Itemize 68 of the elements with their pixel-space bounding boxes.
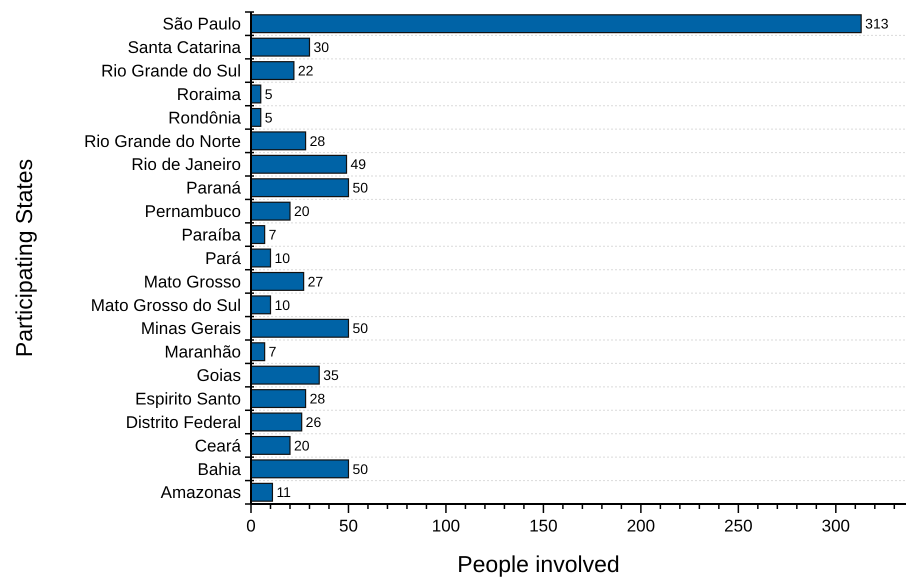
x-tick-label: 150 — [529, 516, 558, 536]
data-label: 27 — [308, 273, 324, 290]
x-tick-label: 100 — [432, 516, 460, 536]
data-label: 7 — [268, 344, 277, 360]
y-tick-label: São Paulo — [162, 14, 241, 34]
bar — [250, 154, 348, 174]
bar — [250, 436, 291, 455]
bar — [250, 178, 350, 198]
bar — [250, 202, 291, 221]
data-label: 10 — [274, 296, 290, 313]
y-tick-label: Santa Catarina — [128, 38, 242, 58]
x-tick-label: 50 — [339, 516, 358, 536]
bar — [250, 131, 306, 150]
data-label: 35 — [323, 367, 340, 384]
y-tick-label: Ceará — [194, 436, 242, 456]
x-tick-label: 0 — [246, 516, 256, 536]
data-label: 10 — [274, 250, 290, 266]
y-tick-label: Goias — [196, 366, 241, 386]
data-label: 22 — [298, 62, 314, 78]
bar — [250, 295, 272, 314]
y-tick-label: Rio Grande do Norte — [84, 132, 241, 151]
y-tick-label: Mato Grosso do Sul — [90, 296, 241, 315]
data-label: 26 — [306, 414, 322, 430]
x-tick-label: 250 — [724, 516, 753, 536]
y-tick-label: Amazonas — [160, 483, 241, 502]
x-tick-label: 300 — [822, 516, 850, 536]
bar — [250, 38, 310, 57]
y-tick-label: Bahia — [198, 460, 242, 479]
y-tick-label: Rio de Janeiro — [131, 155, 241, 174]
data-label: 30 — [313, 39, 330, 56]
x-tick-label: 200 — [626, 516, 656, 536]
data-label: 28 — [310, 390, 326, 406]
y-tick-label: Pará — [205, 248, 242, 268]
y-axis-title: Participating States — [11, 158, 37, 358]
data-label: 49 — [350, 156, 366, 172]
data-label: 50 — [352, 460, 368, 477]
data-label: 313 — [865, 16, 889, 32]
bar — [250, 318, 350, 338]
data-label: 50 — [352, 180, 368, 196]
y-tick-label: Rio Grande do Sul — [101, 62, 241, 81]
y-tick-label: Pernambuco — [144, 202, 241, 222]
y-tick-label: Espirito Santo — [135, 390, 241, 409]
bar — [250, 272, 304, 291]
bar — [250, 482, 274, 502]
data-label: 11 — [276, 484, 292, 500]
data-label: 50 — [352, 320, 368, 336]
bar — [250, 412, 302, 432]
x-axis-title: People involved — [457, 551, 620, 577]
y-tick-label: Rondônia — [168, 108, 242, 128]
bar — [250, 14, 862, 34]
data-label: 5 — [264, 86, 273, 102]
y-tick-label: Paraná — [186, 178, 242, 198]
y-tick-label: Distrito Federal — [126, 412, 241, 432]
y-tick-label: Maranhão — [164, 342, 241, 362]
bar — [250, 459, 350, 478]
bar — [250, 366, 320, 385]
y-tick-label: Paraíba — [181, 226, 242, 245]
data-label: 5 — [264, 109, 273, 126]
bar — [250, 389, 306, 408]
data-label: 28 — [310, 132, 326, 149]
bar — [250, 248, 272, 268]
y-tick-label: Minas Gerais — [140, 319, 241, 338]
data-label: 7 — [268, 226, 277, 242]
data-label: 20 — [294, 203, 310, 220]
data-label: 20 — [294, 437, 310, 454]
y-tick-label: Mato Grosso — [144, 272, 241, 292]
y-tick-label: Roraima — [176, 84, 242, 104]
bar — [250, 61, 294, 80]
